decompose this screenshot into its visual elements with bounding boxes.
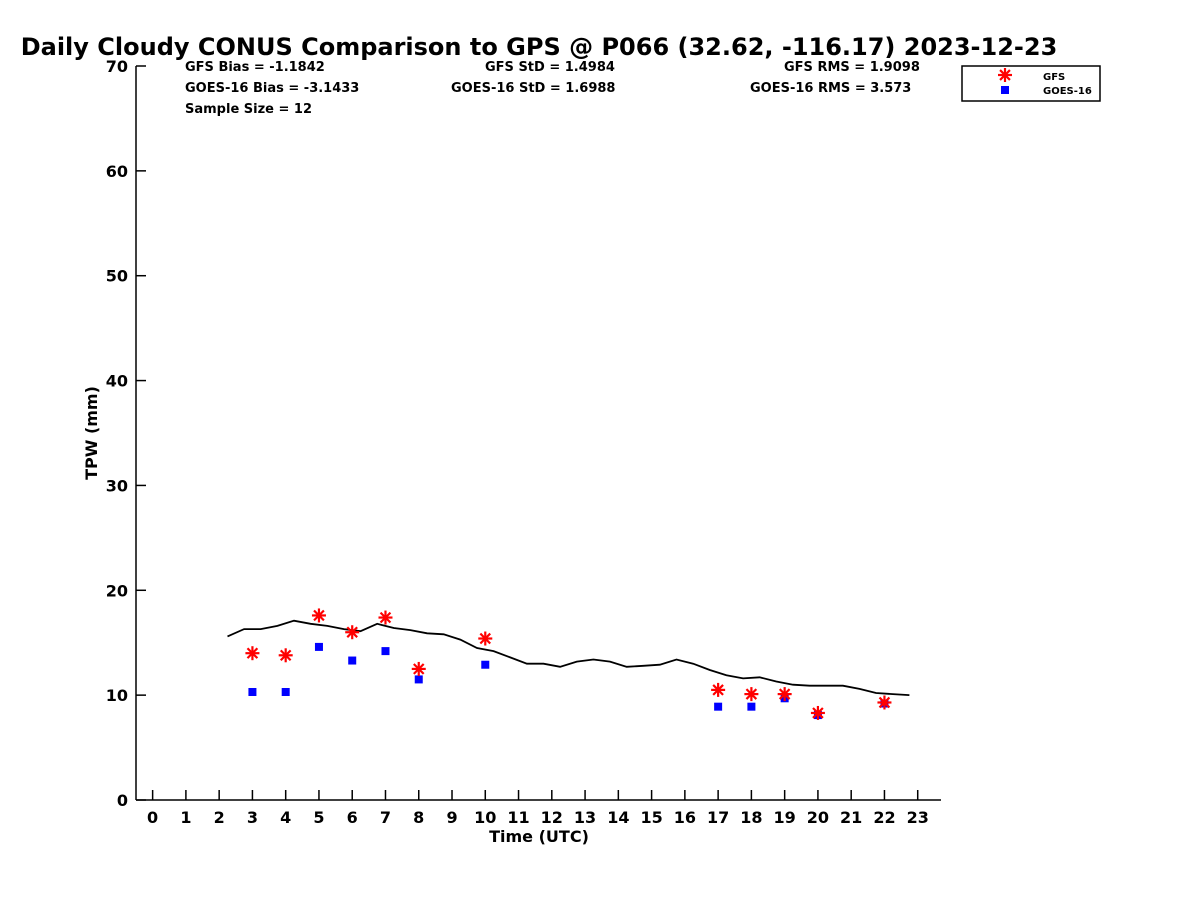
y-axis-label: TPW (mm) <box>82 386 101 480</box>
gps-line <box>227 619 910 696</box>
y-tick-label: 30 <box>106 476 128 495</box>
x-tick-label: 6 <box>347 808 358 827</box>
legend-box <box>961 65 1101 102</box>
legend-gfs-label: GFS <box>1043 72 1065 83</box>
x-tick-label: 20 <box>807 808 829 827</box>
x-tick-label: 21 <box>840 808 862 827</box>
y-ticks: 0 10 20 30 40 50 60 70 <box>106 57 146 810</box>
gfs-point <box>411 661 426 676</box>
x-tick-label: 15 <box>640 808 662 827</box>
x-tick-label: 17 <box>707 808 729 827</box>
series-gps <box>227 619 910 696</box>
plot-axes: 0 1 2 3 4 5 6 7 8 9 10 11 12 13 14 15 16 17 18 19 20 21 22 23 0… <box>106 57 941 827</box>
gfs-point <box>311 608 326 623</box>
x-axis-label: Time (UTC) <box>489 827 589 846</box>
gfs-point <box>877 695 892 710</box>
gfs-point <box>245 646 260 661</box>
x-tick-label: 9 <box>446 808 457 827</box>
x-tick-label: 10 <box>474 808 496 827</box>
gfs-point <box>345 625 360 640</box>
x-tick-label: 19 <box>774 808 796 827</box>
stat-gfs-std: GFS StD = 1.4984 <box>485 60 615 75</box>
stat-goes-rms: GOES-16 RMS = 3.573 <box>750 81 911 96</box>
stat-gfs-rms: GFS RMS = 1.9098 <box>784 60 920 75</box>
series-gfs <box>245 608 892 720</box>
x-tick-label: 14 <box>607 808 629 827</box>
legend-gfs-marker <box>998 68 1012 82</box>
stats-block: GFS Bias = -1.1842 GFS StD = 1.4984 GFS … <box>185 60 920 117</box>
goes-16-point <box>747 702 756 711</box>
goes-16-point <box>314 642 323 651</box>
gfs-point <box>711 682 726 697</box>
gfs-point <box>777 687 792 702</box>
goes-16-point <box>248 687 257 696</box>
y-tick-label: 40 <box>106 372 128 391</box>
stat-goes-bias: GOES-16 Bias = -3.1433 <box>185 81 359 96</box>
x-tick-label: 0 <box>147 808 158 827</box>
stat-goes-std: GOES-16 StD = 1.6988 <box>451 81 615 96</box>
chart-title: Daily Cloudy CONUS Comparison to GPS @ P… <box>21 33 1058 61</box>
y-tick-label: 20 <box>106 581 128 600</box>
x-tick-label: 22 <box>873 808 895 827</box>
x-tick-label: 13 <box>574 808 596 827</box>
goes-16-point <box>381 647 390 656</box>
goes-16-point <box>714 702 723 711</box>
legend: GFS GOES-16 <box>961 65 1101 102</box>
x-tick-label: 7 <box>380 808 391 827</box>
x-tick-label: 12 <box>541 808 563 827</box>
legend-goes-label: GOES-16 <box>1043 86 1092 97</box>
x-tick-label: 3 <box>247 808 258 827</box>
x-tick-label: 18 <box>740 808 762 827</box>
goes-16-point <box>481 660 490 669</box>
x-tick-label: 2 <box>214 808 225 827</box>
gfs-point <box>744 687 759 702</box>
y-tick-label: 10 <box>106 686 128 705</box>
y-tick-label: 60 <box>106 162 128 181</box>
gfs-point <box>810 705 825 720</box>
legend-gfs-asterisk <box>998 68 1012 82</box>
stat-gfs-bias: GFS Bias = -1.1842 <box>185 60 325 75</box>
stat-sample-size: Sample Size = 12 <box>185 102 312 117</box>
y-tick-label: 50 <box>106 267 128 286</box>
x-tick-label: 8 <box>413 808 424 827</box>
goes-16-point <box>348 656 357 665</box>
x-tick-label: 16 <box>674 808 696 827</box>
series-goes-16 <box>248 642 889 720</box>
x-tick-label: 23 <box>907 808 929 827</box>
x-tick-label: 11 <box>507 808 529 827</box>
x-tick-label: 4 <box>280 808 291 827</box>
x-tick-label: 1 <box>180 808 191 827</box>
x-tick-label: 5 <box>313 808 324 827</box>
gfs-point <box>478 631 493 646</box>
gfs-point <box>278 648 293 663</box>
y-tick-label: 70 <box>106 57 128 76</box>
goes-16-point <box>414 675 423 684</box>
goes-16-point <box>281 687 290 696</box>
legend-goes-marker <box>1001 86 1009 94</box>
gfs-point <box>378 610 393 625</box>
x-ticks: 0 1 2 3 4 5 6 7 8 9 10 11 12 13 14 15 16 17 18 19 20 21 22 23 <box>147 790 929 827</box>
y-tick-label: 0 <box>117 791 128 810</box>
